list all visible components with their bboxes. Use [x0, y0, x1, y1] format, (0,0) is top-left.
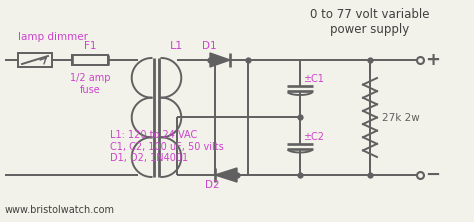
Text: F1: F1: [84, 41, 96, 51]
Text: www.bristolwatch.com: www.bristolwatch.com: [5, 205, 115, 215]
Bar: [18, 53, 52, 67]
Text: 0 to 77 volt variable
power supply: 0 to 77 volt variable power supply: [310, 8, 430, 36]
Text: −: −: [425, 166, 440, 184]
Text: L1: L1: [170, 41, 183, 51]
Text: lamp dimmer: lamp dimmer: [18, 32, 88, 42]
Bar: [72, 55, 108, 65]
Text: D1: D1: [202, 41, 217, 51]
Text: D2: D2: [205, 180, 219, 190]
Text: ±C1: ±C1: [303, 74, 324, 84]
Polygon shape: [210, 53, 230, 67]
Text: L1: 120 to 24 VAC
C1, C2, 100 uF, 50 vilts
D1, D2, 1N4001: L1: 120 to 24 VAC C1, C2, 100 uF, 50 vil…: [110, 130, 224, 163]
Text: 27k 2w: 27k 2w: [382, 113, 420, 123]
Text: 1/2 amp
fuse: 1/2 amp fuse: [70, 73, 110, 95]
Polygon shape: [215, 168, 237, 182]
Text: +: +: [425, 51, 440, 69]
Text: ±C2: ±C2: [303, 131, 324, 141]
